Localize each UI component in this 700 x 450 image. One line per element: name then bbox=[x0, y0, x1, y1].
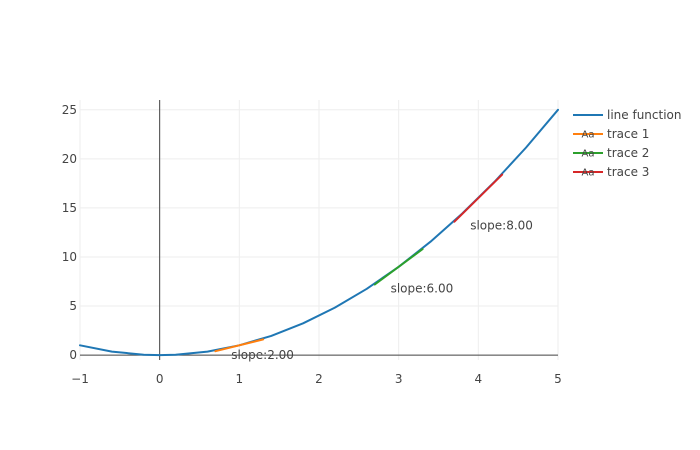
legend-symbol: Aa bbox=[582, 130, 595, 141]
legend-label: trace 1 bbox=[607, 127, 649, 141]
legend-symbol: Aa bbox=[582, 149, 595, 160]
series-line-trace-3 bbox=[453, 173, 504, 223]
y-tick-label: 5 bbox=[69, 299, 77, 313]
slope-annotation: slope:6.00 bbox=[391, 281, 454, 295]
legend-label: line function bbox=[607, 108, 682, 122]
x-tick-label: 1 bbox=[236, 372, 244, 386]
slope-annotation: slope:2.00 bbox=[231, 348, 294, 362]
legend-label: trace 2 bbox=[607, 146, 649, 160]
y-tick-label: 10 bbox=[62, 250, 77, 264]
series-line-trace-1 bbox=[214, 338, 265, 353]
x-tick-label: 3 bbox=[395, 372, 403, 386]
y-tick-label: 0 bbox=[69, 348, 77, 362]
x-tick-label: −1 bbox=[71, 372, 89, 386]
x-tick-label: 5 bbox=[554, 372, 562, 386]
y-tick-label: 15 bbox=[62, 201, 77, 215]
legend-label: trace 3 bbox=[607, 165, 649, 179]
x-tick-label: 0 bbox=[156, 372, 164, 386]
y-tick-label: 25 bbox=[62, 103, 77, 117]
series-line-trace-2 bbox=[373, 248, 424, 286]
slope-annotation: slope:8.00 bbox=[470, 219, 533, 233]
x-tick-label: 4 bbox=[475, 372, 483, 386]
y-tick-label: 20 bbox=[62, 152, 77, 166]
legend-symbol: Aa bbox=[582, 168, 595, 179]
x-tick-label: 2 bbox=[315, 372, 323, 386]
